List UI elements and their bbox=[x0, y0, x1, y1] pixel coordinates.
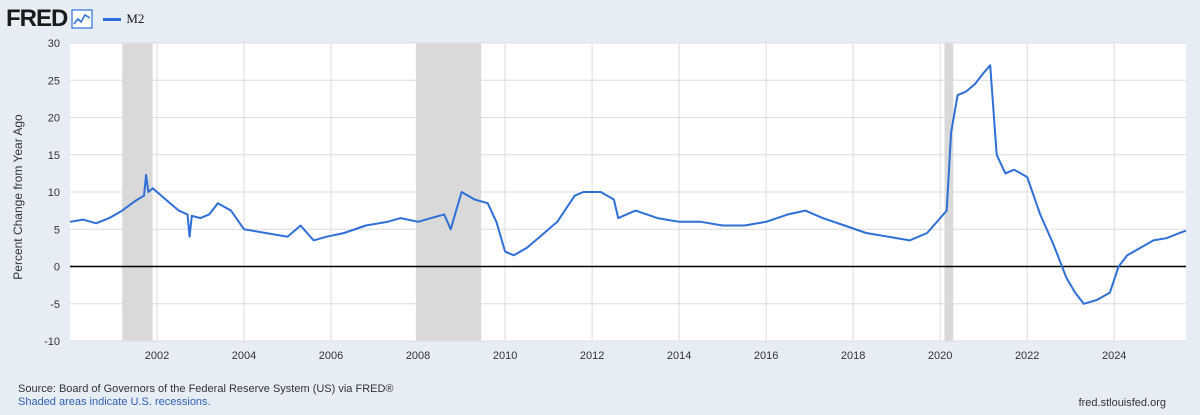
x-tick-label: 2016 bbox=[754, 350, 778, 362]
y-tick-label: 5 bbox=[54, 224, 60, 236]
y-tick-label: 25 bbox=[48, 75, 60, 87]
y-tick-label: 20 bbox=[48, 113, 60, 125]
y-tick-label: -10 bbox=[44, 336, 60, 348]
x-tick-label: 2010 bbox=[493, 350, 517, 362]
legend-label-m2: M2 bbox=[126, 11, 145, 26]
legend-swatch-m2 bbox=[103, 17, 122, 21]
chart-header: FRED M2 bbox=[6, 4, 144, 34]
x-tick-label: 2020 bbox=[928, 350, 952, 362]
x-axis: 2002 2004 2006 2008 2010 2012 2014 2016 2018 2020… bbox=[145, 350, 1127, 362]
x-tick-label: 2024 bbox=[1102, 350, 1126, 362]
source-note: Source: Board of Governors of the Federa… bbox=[18, 383, 394, 395]
x-tick-label: 2004 bbox=[232, 350, 256, 362]
y-tick-label: 30 bbox=[48, 38, 60, 50]
x-tick-label: 2012 bbox=[580, 350, 604, 362]
y-axis-label: Percent Change from Year Ago bbox=[11, 114, 25, 280]
x-tick-label: 2002 bbox=[145, 350, 169, 362]
x-tick-label: 2018 bbox=[841, 350, 865, 362]
recession-note[interactable]: Shaded areas indicate U.S. recessions. bbox=[18, 396, 211, 408]
y-tick-label: -5 bbox=[50, 299, 60, 311]
chart-logo-icon bbox=[71, 9, 93, 29]
x-tick-label: 2022 bbox=[1015, 350, 1039, 362]
footer-notes: Source: Board of Governors of the Federa… bbox=[18, 383, 394, 409]
series-line-m2 bbox=[69, 64, 1187, 305]
y-tick-label: 15 bbox=[48, 150, 60, 162]
fred-logo[interactable]: FRED bbox=[6, 5, 68, 32]
y-tick-label: 0 bbox=[54, 262, 60, 274]
x-tick-label: 2008 bbox=[406, 350, 430, 362]
site-link[interactable]: fred.stlouisfed.org bbox=[1078, 397, 1166, 409]
y-tick-label: 10 bbox=[48, 187, 60, 199]
y-axis: 30 25 20 15 10 5 0 -5 -10 bbox=[44, 38, 60, 348]
x-tick-label: 2006 bbox=[319, 350, 343, 362]
x-tick-label: 2014 bbox=[667, 350, 691, 362]
legend: M2 bbox=[103, 11, 144, 27]
